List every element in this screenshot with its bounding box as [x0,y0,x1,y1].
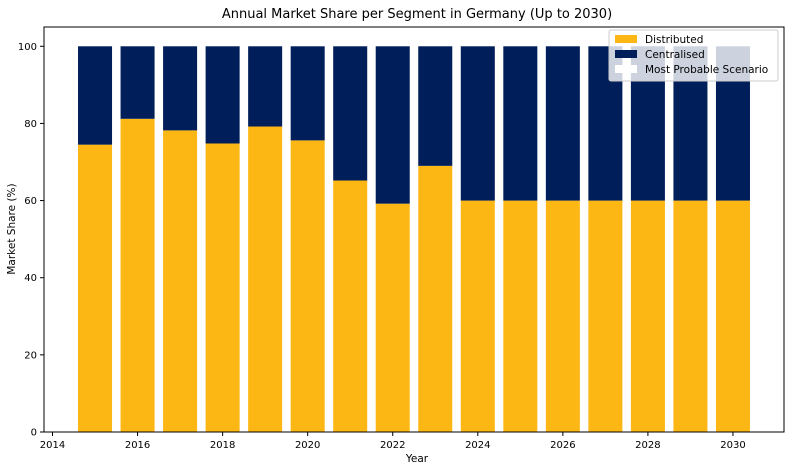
plot-frame [43,26,785,433]
legend-box [608,29,779,82]
legend-swatch [615,50,637,58]
y-axis: 0 20 40 60 80 100 [18,42,44,439]
bar-centralised-2021 [333,46,368,181]
x-tick-label: 2024 [465,440,490,451]
bar-distributed-2026 [545,200,580,432]
bar-distributed-2028 [630,200,665,432]
x-tick-label: 2022 [380,440,405,451]
bar-distributed-2015 [78,144,113,432]
x-tick-label: 2020 [295,440,320,451]
bar-distributed-2029 [673,200,708,432]
bar-distributed-2022 [375,203,410,432]
bar-centralised-2023 [418,46,453,166]
y-tick-label: 20 [24,350,37,361]
bar-distributed-2018 [205,143,240,433]
bar-distributed-2023 [418,165,453,433]
bar-distributed-2024 [460,200,495,432]
x-tick-label: 2014 [40,440,65,451]
x-tick-label: 2030 [720,440,745,451]
bar-distributed-2019 [248,126,283,432]
x-tick-label: 2018 [210,440,235,451]
bar-distributed-2016 [120,118,155,433]
x-axis-label: Year [405,453,429,465]
legend-swatch [615,65,637,73]
legend-label: Most Probable Scenario [645,64,768,76]
bars-group [78,46,750,433]
bar-distributed-2027 [588,200,623,432]
legend-swatch [615,35,637,43]
bar-distributed-2021 [333,180,368,432]
bar-distributed-2017 [163,130,198,432]
bar-centralised-2017 [163,46,198,131]
bar-distributed-2030 [715,200,750,432]
bar-centralised-2020 [290,46,325,141]
y-tick-label: 40 [24,273,37,284]
legend-label: Centralised [645,49,705,61]
bar-centralised-2024 [460,46,495,201]
y-tick-label: 60 [24,196,37,207]
bar-distributed-2025 [503,200,538,432]
legend: Distributed Centralised Most Probable Scen… [608,29,779,82]
bar-centralised-2016 [120,46,155,119]
bar-centralised-2018 [205,46,240,144]
chart-title: Annual Market Share per Segment in Germa… [222,7,612,22]
bar-centralised-2025 [503,46,538,201]
bar-centralised-2015 [78,46,113,145]
y-axis-label: Market Share (%) [6,183,18,274]
bar-centralised-2019 [248,46,283,127]
bar-distributed-2020 [290,140,325,432]
x-tick-label: 2026 [550,440,575,451]
bar-centralised-2026 [545,46,580,201]
y-tick-label: 80 [24,119,37,130]
y-tick-label: 0 [31,428,37,439]
y-tick-label: 100 [18,42,37,53]
legend-label: Distributed [645,34,703,46]
bar-centralised-2022 [375,46,410,204]
x-tick-label: 2028 [635,440,660,451]
x-axis: 2014 2016 2018 2020 2022 2024 2026 2028 2030 [40,432,746,451]
x-tick-label: 2016 [125,440,150,451]
